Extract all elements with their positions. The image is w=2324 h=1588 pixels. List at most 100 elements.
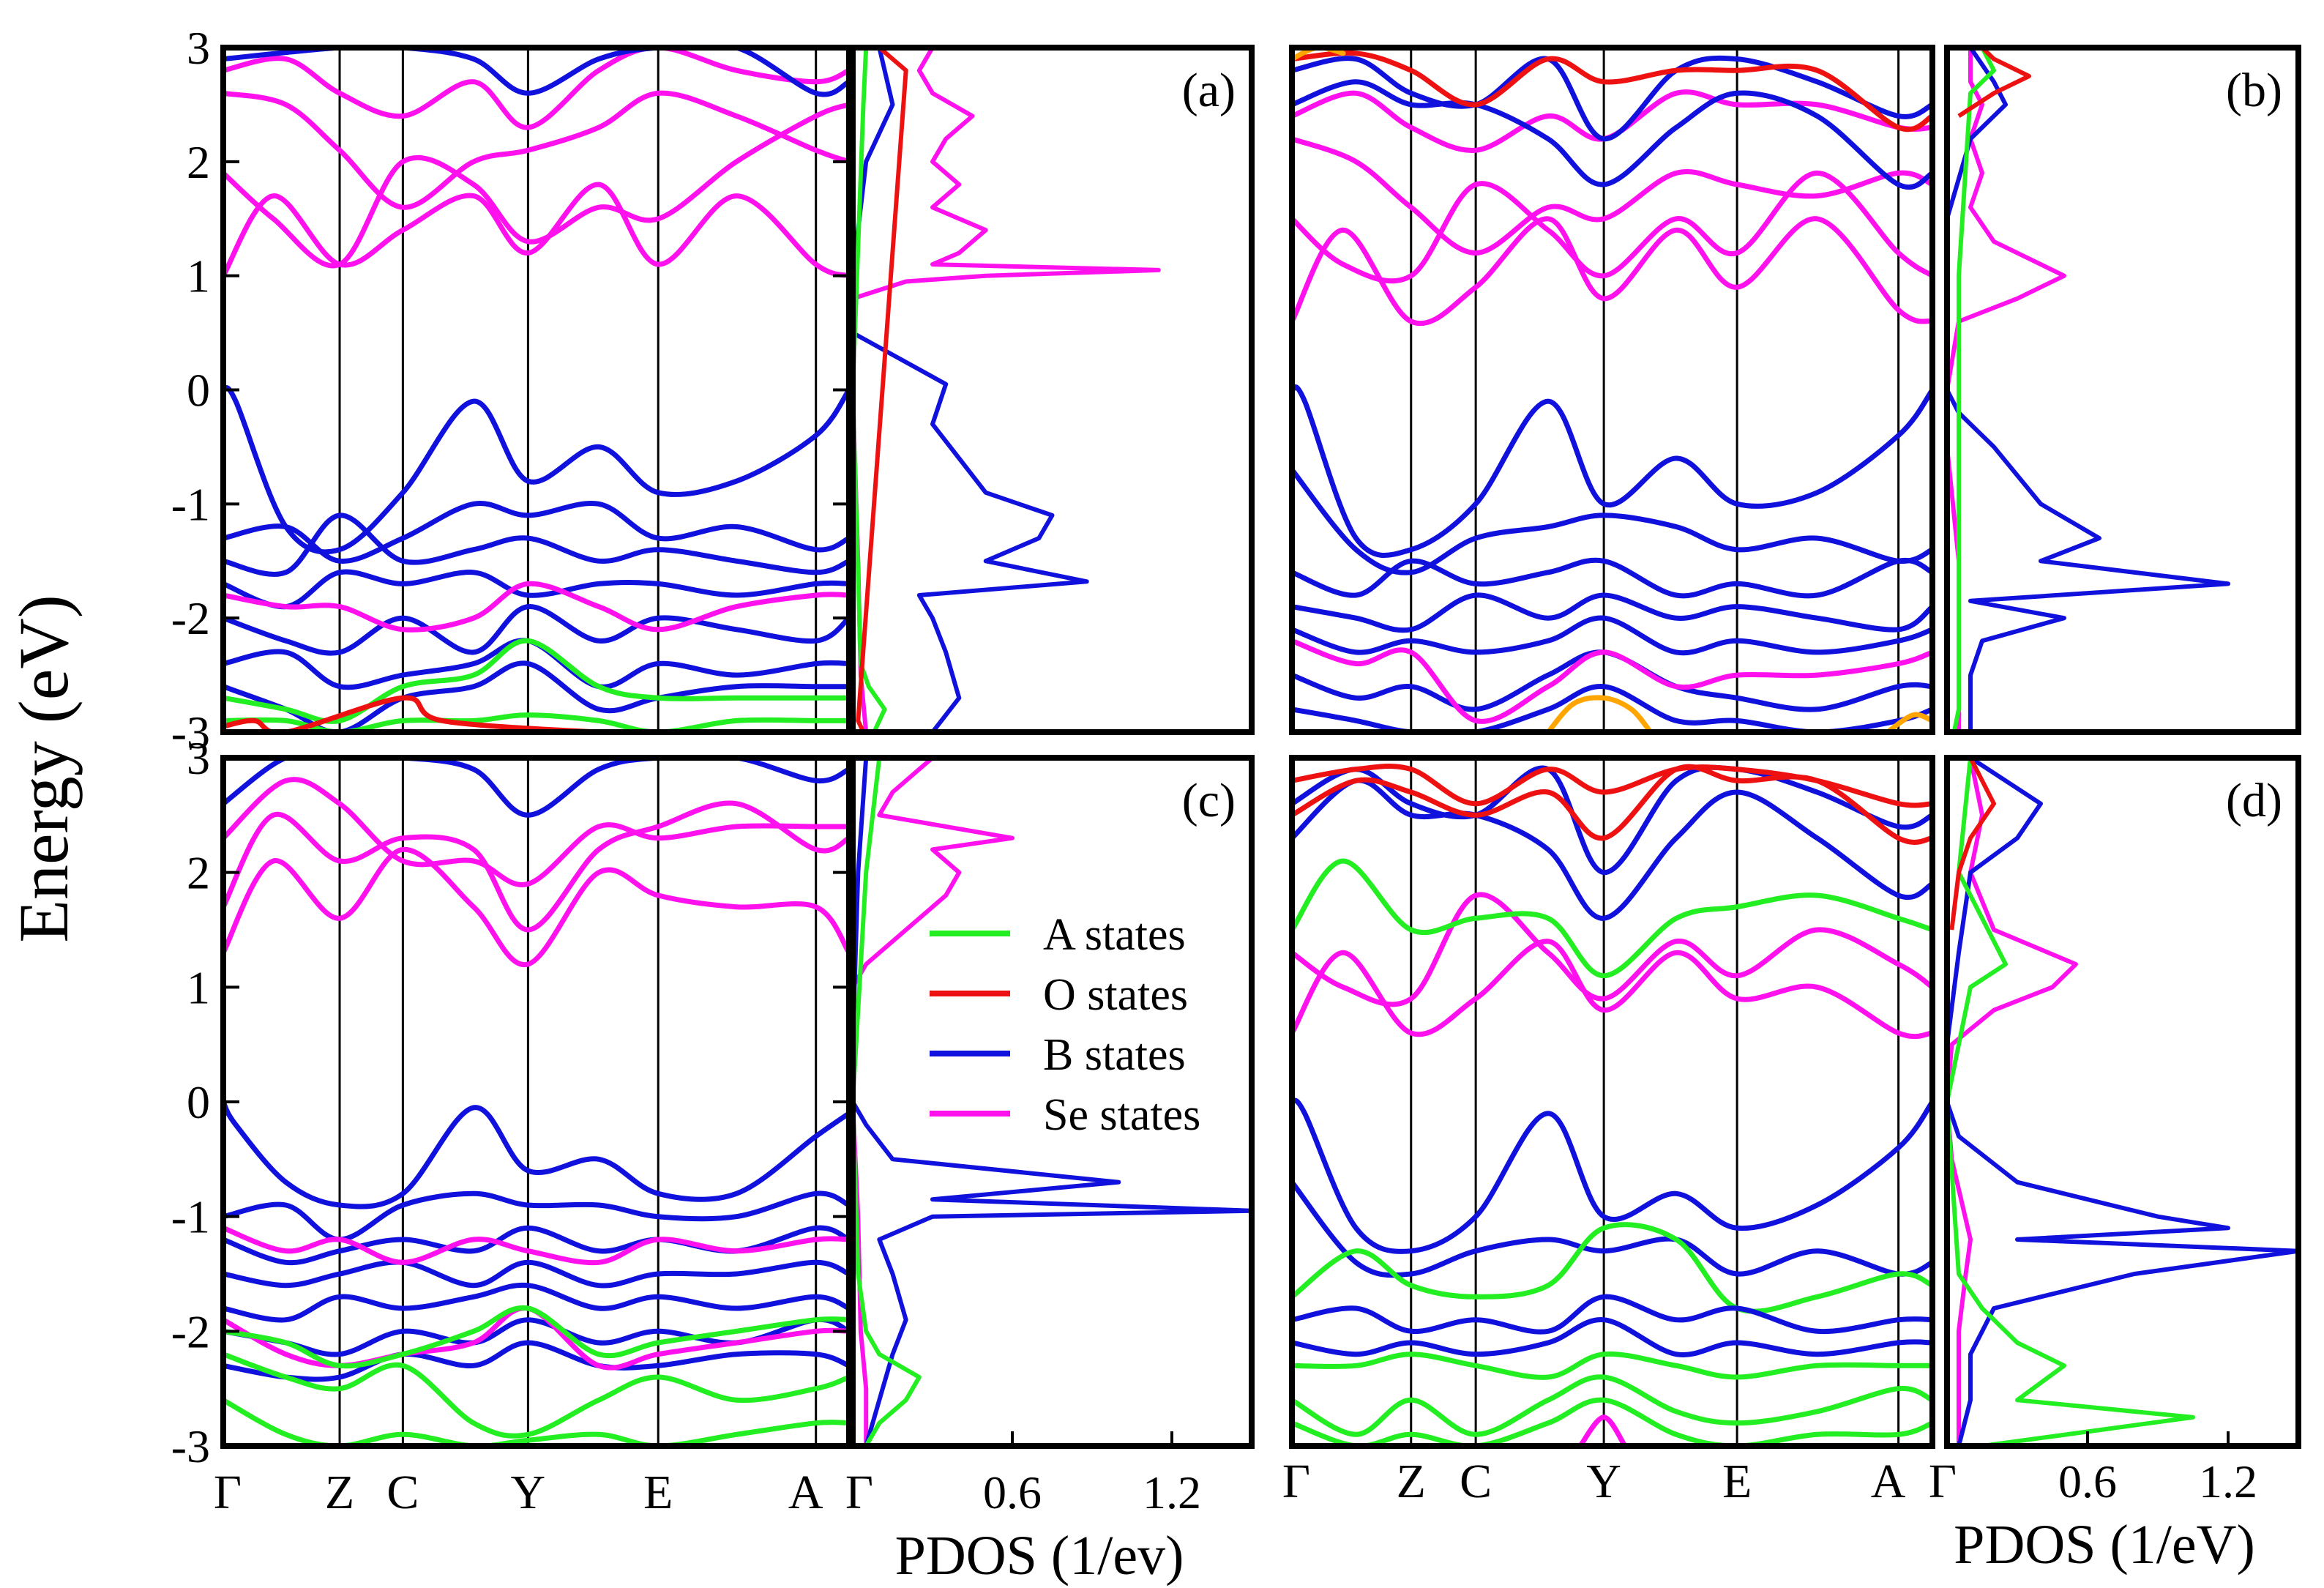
pdos-axis-label-left: PDOS (1/ev)	[895, 1525, 1184, 1587]
band-line	[1292, 216, 1932, 327]
k-point-label: Γ	[845, 1466, 873, 1519]
y-tick-label: -3	[171, 707, 210, 758]
band-line	[223, 777, 849, 887]
band-line	[1292, 1374, 1932, 1437]
band-panel-frame	[1289, 45, 1935, 735]
pdos-panel-frame	[1944, 755, 2301, 1449]
band-line	[1292, 48, 1346, 62]
band-line	[1292, 136, 1932, 256]
band-line	[223, 581, 849, 633]
y-tick-label: 1	[187, 961, 210, 1013]
band-line	[1577, 1414, 1628, 1446]
pdos-lines	[1947, 758, 2298, 1446]
band-line	[223, 48, 849, 130]
band-line	[223, 1397, 849, 1446]
pdos-panel-frame	[850, 755, 1255, 1449]
legend-label: B states	[1043, 1030, 1186, 1080]
pdos-line	[853, 758, 1015, 1446]
band-line	[223, 569, 849, 610]
k-point-label: Y	[1586, 1455, 1621, 1508]
k-point-label: C	[386, 1466, 419, 1519]
k-point-label: Y	[511, 1466, 546, 1519]
y-tick-label: 2	[187, 136, 210, 188]
band-line	[1292, 1317, 1932, 1358]
k-point-label: Γ	[1282, 1455, 1310, 1508]
band-line	[1292, 764, 1932, 876]
band-line	[223, 90, 849, 210]
band-line	[1292, 939, 1932, 1040]
y-axis-label: Energy (eV)	[4, 594, 83, 942]
band-lines	[223, 758, 849, 1446]
y-tick-label: -1	[171, 478, 210, 530]
pdos-lines	[1947, 48, 2230, 732]
k-point-label: A	[788, 1466, 823, 1519]
y-tick-label: 3	[187, 732, 210, 784]
pdos-line	[1947, 48, 2066, 732]
pdos-line	[853, 758, 1252, 1446]
band-line	[223, 1352, 849, 1439]
band-line	[223, 1340, 849, 1382]
pdos-line	[856, 48, 908, 732]
pdos-line	[853, 758, 922, 1446]
band-line	[1292, 615, 1932, 656]
band-line	[223, 182, 849, 279]
legend: A states O states B states Se states	[930, 910, 1200, 1140]
band-line	[223, 604, 849, 656]
pdos-line	[853, 48, 1161, 732]
band-line	[223, 695, 661, 732]
pdos-axis-label-right: PDOS (1/eV)	[1954, 1514, 2255, 1576]
pdos-line	[1947, 48, 2230, 732]
band-line	[1292, 1179, 1932, 1278]
k-point-label: A	[1871, 1455, 1906, 1508]
pdos-line	[1947, 758, 2078, 1446]
band-line	[223, 800, 849, 933]
band-line	[223, 1317, 849, 1357]
pdos-line	[1949, 758, 1996, 931]
band-line	[223, 385, 849, 555]
y-tick-label: 1	[187, 250, 210, 302]
band-line	[1292, 638, 1932, 724]
pdos-panel-frame	[1944, 45, 2301, 735]
panel-label: (a)	[1182, 64, 1236, 117]
pdos-line	[1947, 758, 2298, 1446]
pdos-line	[1957, 48, 2031, 119]
pdos-line	[853, 48, 1089, 732]
band-line	[1292, 684, 1932, 732]
band-line	[1292, 50, 1932, 133]
band-line	[223, 1282, 849, 1323]
pdos-x-tick-label: 1.2	[1143, 1466, 1201, 1518]
band-line	[1292, 892, 1932, 1007]
band-line	[1545, 695, 1654, 732]
band-line	[223, 1099, 849, 1209]
band-line	[223, 1190, 849, 1242]
y-tick-label: 2	[187, 847, 210, 899]
k-point-label: E	[643, 1466, 673, 1519]
band-line	[1292, 764, 1932, 845]
band-line	[1292, 1222, 1932, 1314]
band-line	[223, 48, 849, 97]
pdos-panel-frame	[850, 45, 1255, 735]
band-line	[223, 512, 849, 577]
pdos-line	[1947, 758, 2195, 1446]
k-point-label: Z	[1397, 1455, 1426, 1508]
band-line	[223, 758, 849, 818]
band-line	[1292, 467, 1932, 575]
k-point-label: Γ	[214, 1466, 242, 1519]
band-line	[1292, 89, 1932, 153]
band-lines	[223, 48, 849, 732]
y-tick-label: 0	[187, 365, 210, 417]
band-line	[223, 102, 849, 269]
legend-label: O states	[1043, 970, 1188, 1020]
pdos-lines	[853, 758, 1252, 1446]
band-line	[1292, 1294, 1932, 1335]
y-tick-label: -2	[171, 592, 210, 644]
band-line	[1292, 1097, 1932, 1254]
pdos-lines	[853, 48, 1161, 732]
band-line	[1885, 712, 1932, 732]
y-tick-label: -2	[171, 1305, 210, 1357]
y-tick-label: -3	[171, 1420, 210, 1472]
band-line	[1292, 55, 1932, 142]
band-line	[1292, 384, 1932, 558]
